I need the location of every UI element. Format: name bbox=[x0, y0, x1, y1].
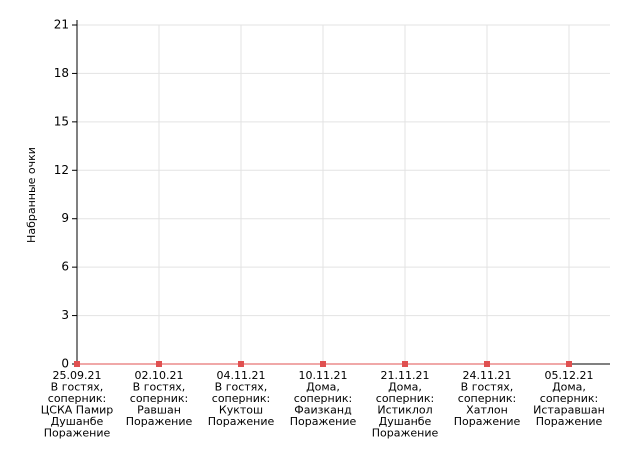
x-tick-label: Куктош bbox=[219, 404, 263, 417]
y-tick-label: 21 bbox=[54, 18, 69, 32]
x-tick-label: ЦСКА Памир bbox=[41, 404, 114, 417]
y-tick-label: 6 bbox=[61, 260, 69, 274]
x-tick-label: 21.11.21 bbox=[381, 369, 430, 382]
x-tick-label: Дома, bbox=[552, 381, 586, 394]
data-point bbox=[566, 361, 572, 367]
y-axis-label: Набранные очки bbox=[25, 147, 38, 243]
data-point bbox=[320, 361, 326, 367]
x-tick-label: 05.12.21 bbox=[545, 369, 594, 382]
x-tick-label: 25.09.21 bbox=[53, 369, 102, 382]
x-tick-label: 24.11.21 bbox=[463, 369, 512, 382]
y-tick-label: 3 bbox=[61, 308, 69, 322]
x-tick-label: 02.10.21 bbox=[135, 369, 184, 382]
x-tick-label: Поражение bbox=[454, 415, 521, 428]
x-tick-label: Поражение bbox=[126, 415, 193, 428]
y-tick-label: 12 bbox=[54, 163, 69, 177]
x-tick-label: 04.11.21 bbox=[217, 369, 266, 382]
x-tick-label: Истиклол bbox=[377, 404, 432, 417]
x-tick-label: В гостях, bbox=[133, 381, 186, 394]
x-tick-label: Поражение bbox=[372, 427, 439, 440]
y-tick-label: 0 bbox=[61, 357, 69, 371]
data-point bbox=[402, 361, 408, 367]
x-tick-label: В гостях, bbox=[51, 381, 104, 394]
x-tick-label: соперник: bbox=[376, 392, 434, 405]
x-tick-label: В гостях, bbox=[461, 381, 514, 394]
y-tick-label: 18 bbox=[54, 66, 69, 80]
x-tick-label: соперник: bbox=[540, 392, 598, 405]
x-tick-label: Равшан bbox=[137, 404, 181, 417]
y-tick-label: 9 bbox=[61, 211, 69, 225]
x-tick-label: Истаравшан bbox=[533, 404, 605, 417]
data-point bbox=[74, 361, 80, 367]
x-tick-label: соперник: bbox=[48, 392, 106, 405]
x-tick-label: 10.11.21 bbox=[299, 369, 348, 382]
x-tick-label: Поражение bbox=[208, 415, 275, 428]
x-tick-label: Хатлон bbox=[466, 404, 508, 417]
x-tick-label: Фаизканд bbox=[294, 404, 352, 417]
data-point bbox=[238, 361, 244, 367]
x-tick-label: Душанбе bbox=[51, 415, 104, 428]
x-tick-label: Поражение bbox=[290, 415, 357, 428]
x-tick-label: соперник: bbox=[212, 392, 270, 405]
x-tick-label: Поражение bbox=[44, 427, 111, 440]
data-point bbox=[156, 361, 162, 367]
x-tick-label: Поражение bbox=[536, 415, 603, 428]
x-tick-label: Дома, bbox=[388, 381, 422, 394]
x-tick-label: Дома, bbox=[306, 381, 340, 394]
x-tick-label: В гостях, bbox=[215, 381, 268, 394]
x-tick-label: соперник: bbox=[294, 392, 352, 405]
x-tick-label: Душанбе bbox=[379, 415, 432, 428]
x-tick-label: соперник: bbox=[458, 392, 516, 405]
y-tick-label: 15 bbox=[54, 114, 69, 128]
data-point bbox=[484, 361, 490, 367]
x-tick-label: соперник: bbox=[130, 392, 188, 405]
